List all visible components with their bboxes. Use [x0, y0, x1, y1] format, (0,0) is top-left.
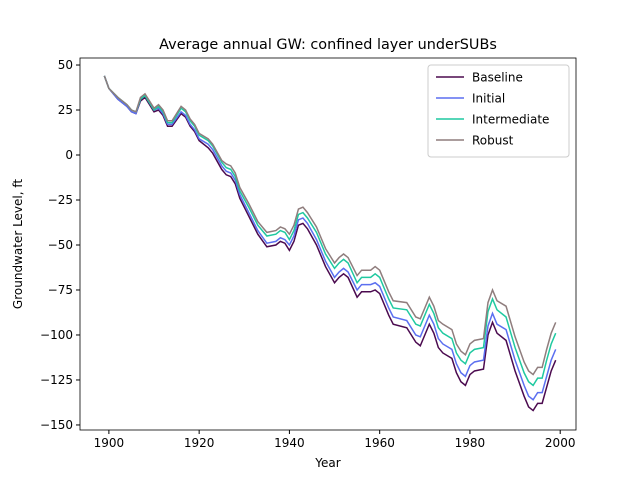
plot-frame	[79, 57, 577, 431]
series-line	[103, 75, 557, 387]
series-line	[103, 75, 557, 412]
y-tick-label: −75	[48, 283, 73, 297]
x-tick-label: 1940	[274, 436, 305, 450]
y-tick-label: −125	[40, 373, 73, 387]
legend-label: Robust	[472, 134, 514, 148]
y-tick-label: 25	[58, 103, 73, 117]
y-tick-label: −150	[40, 418, 73, 432]
legend-label: Baseline	[472, 71, 523, 85]
x-axis-label: Year	[314, 456, 340, 470]
legend-label: Initial	[472, 92, 505, 106]
x-tick-label: 1900	[94, 436, 125, 450]
y-axis-label: Groundwater Level, ft	[11, 179, 25, 309]
x-tick-label: 1980	[455, 436, 486, 450]
y-tick-label: −100	[40, 328, 73, 342]
y-tick-label: 0	[65, 148, 73, 162]
y-tick-label: −50	[48, 238, 73, 252]
legend-label: Intermediate	[472, 113, 549, 127]
x-tick-label: 2000	[545, 436, 576, 450]
series-line	[103, 75, 557, 376]
x-tick-label: 1920	[184, 436, 215, 450]
chart-title: Average annual GW: confined layer underS…	[159, 37, 497, 53]
y-tick-label: −25	[48, 193, 73, 207]
x-tick-label: 1960	[364, 436, 395, 450]
y-tick-label: 50	[58, 58, 73, 72]
series-line	[103, 75, 557, 401]
legend-box	[427, 64, 570, 158]
